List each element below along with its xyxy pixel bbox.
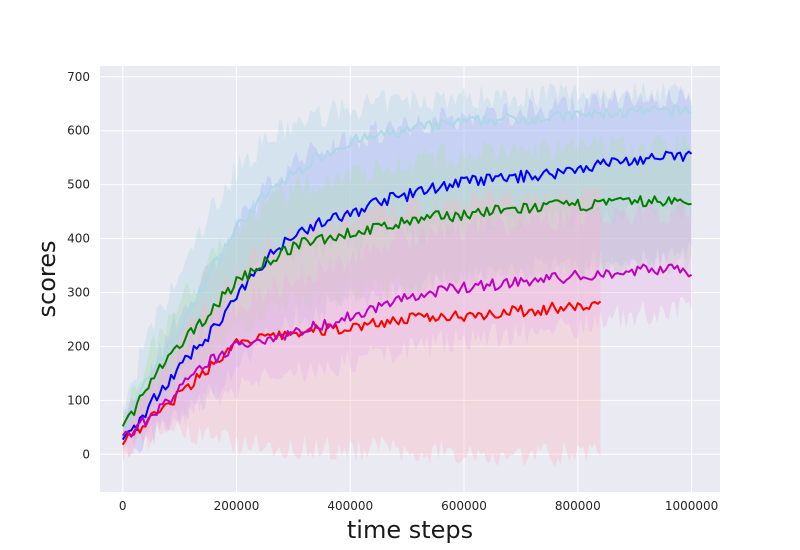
y-tick-label: 500	[67, 178, 90, 192]
x-tick-label: 0	[119, 499, 127, 513]
y-tick-label: 300	[67, 285, 90, 299]
y-axis-title: scores	[33, 241, 61, 318]
series-line-0	[121, 104, 692, 439]
series-band-3	[122, 179, 601, 468]
y-tick-label: 100	[67, 393, 90, 407]
series-line-4	[121, 263, 693, 437]
y-tick-label: 0	[82, 447, 90, 461]
series-band-1	[122, 85, 692, 454]
series-line-1	[121, 150, 693, 441]
y-tick-label: 200	[67, 339, 90, 353]
series-band-0	[122, 80, 692, 443]
x-tick-label: 1000000	[665, 499, 718, 513]
grid	[100, 66, 720, 492]
plot-background	[100, 66, 720, 492]
y-tick-label: 400	[67, 232, 90, 246]
x-tick-label: 400000	[327, 499, 373, 513]
x-tick-label: 200000	[214, 499, 260, 513]
confidence-bands	[122, 80, 692, 468]
x-axis-title: time steps	[347, 516, 473, 544]
y-tick-label: 700	[67, 70, 90, 84]
y-tick-labels: 0 100 200 300 400 500 600 700	[67, 70, 90, 461]
x-tick-label: 600000	[441, 499, 487, 513]
series-band-2	[122, 132, 692, 445]
series-lines	[121, 104, 693, 446]
x-tick-label: 800000	[555, 499, 601, 513]
y-tick-label: 600	[67, 124, 90, 138]
series-line-3	[121, 300, 602, 446]
series-band-4	[122, 199, 692, 459]
x-tick-labels: 0 200000 400000 600000 800000 1000000	[119, 499, 718, 513]
series-line-2	[121, 195, 692, 427]
